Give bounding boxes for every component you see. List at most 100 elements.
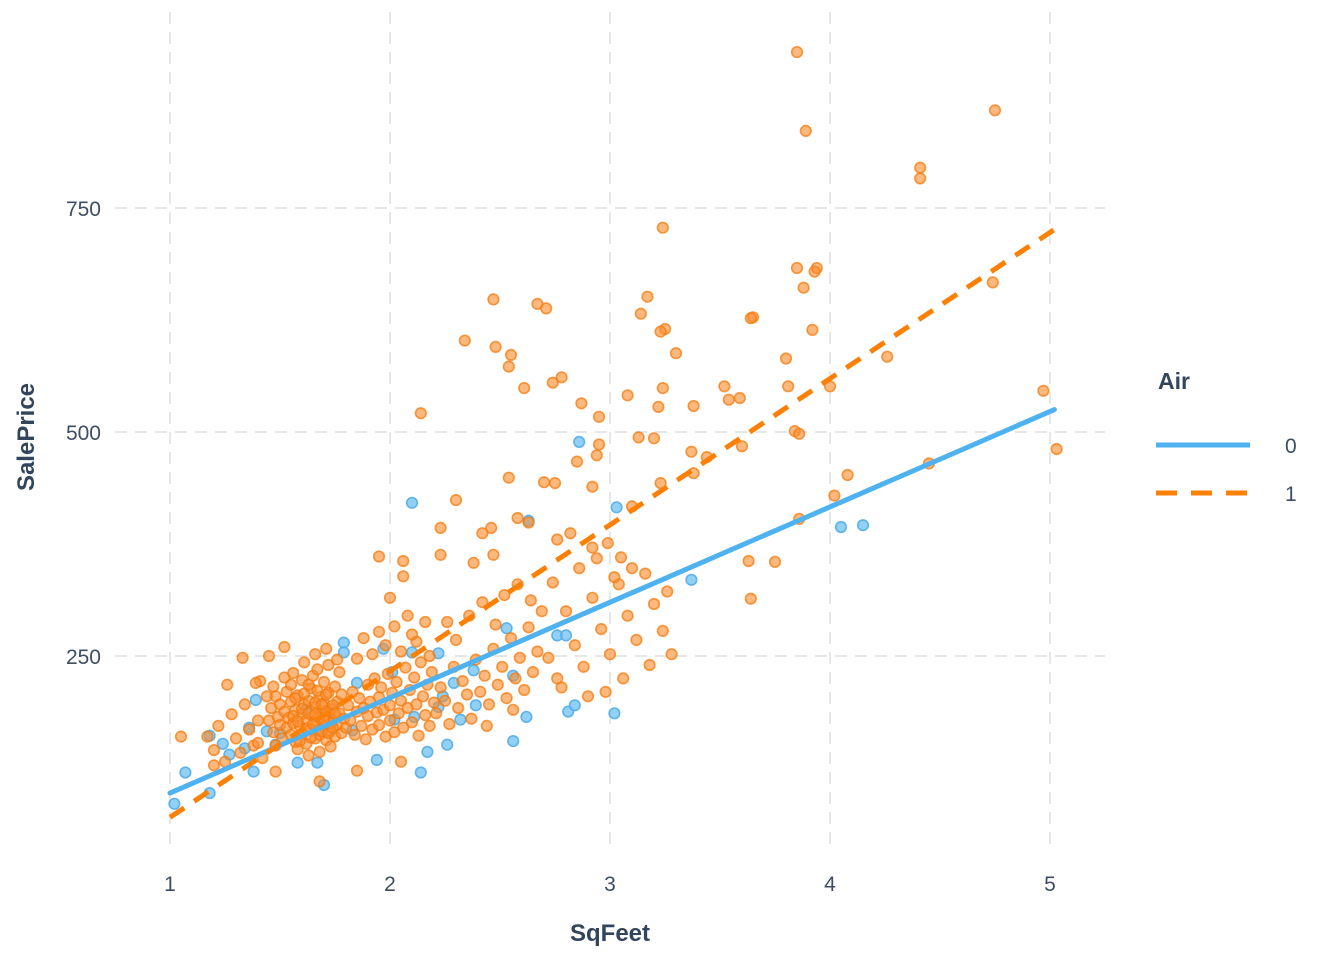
data-point-air-1	[744, 592, 757, 605]
data-point-air-1	[590, 552, 603, 565]
data-point-air-1	[449, 633, 463, 647]
y-tick-label: 500	[66, 422, 101, 445]
data-point-air-1	[379, 639, 392, 652]
legend: Air 0 1	[1156, 368, 1297, 506]
data-point-air-1	[768, 555, 782, 569]
data-point-air-1	[621, 389, 634, 402]
data-point-air-1	[317, 675, 331, 689]
data-point-air-1	[531, 645, 544, 658]
data-point-air-1	[652, 400, 665, 414]
data-point-air-1	[489, 618, 502, 631]
data-point-air-1	[601, 536, 614, 550]
y-axis-title: SalePrice	[13, 383, 40, 491]
data-point-air-1	[630, 633, 643, 647]
data-point-air-1	[500, 691, 513, 705]
data-point-air-1	[350, 764, 364, 777]
data-point-air-1	[551, 533, 564, 546]
data-point-air-1	[485, 521, 498, 535]
data-point-air-1	[513, 651, 526, 664]
data-point-air-1	[443, 717, 456, 731]
data-point-air-1	[423, 649, 436, 663]
data-point-air-1	[302, 678, 315, 691]
data-point-air-1	[251, 736, 265, 750]
data-point-air-1	[260, 690, 273, 703]
data-point-air-1	[487, 293, 500, 306]
data-point-air-1	[366, 648, 379, 661]
data-point-air-1	[808, 265, 821, 278]
data-point-air-1	[394, 755, 408, 768]
data-point-air-0	[216, 737, 229, 750]
data-point-air-1	[460, 688, 474, 701]
data-point-air-1	[548, 477, 562, 490]
data-point-air-1	[313, 745, 326, 759]
data-point-air-1	[625, 562, 639, 575]
data-point-air-1	[419, 615, 432, 629]
data-point-air-1	[236, 651, 249, 664]
data-point-air-1	[359, 733, 372, 746]
data-point-air-1	[302, 749, 315, 762]
x-tick-label: 2	[384, 873, 396, 896]
data-point-air-1	[744, 312, 757, 325]
data-point-air-1	[570, 455, 584, 468]
data-point-air-1	[656, 221, 669, 234]
data-point-air-0	[370, 753, 383, 767]
data-point-air-1	[291, 715, 304, 728]
grid-layer	[115, 12, 1105, 851]
data-point-air-1	[372, 718, 386, 732]
trend-layer	[167, 227, 1057, 820]
data-point-air-1	[986, 276, 999, 289]
data-point-air-1	[441, 615, 454, 629]
data-point-air-1	[394, 645, 408, 658]
data-point-air-1	[489, 340, 502, 354]
data-point-air-1	[555, 371, 568, 384]
data-point-air-1	[555, 681, 568, 694]
data-point-air-1	[634, 307, 647, 320]
data-point-air-1	[540, 302, 553, 315]
data-point-air-1	[559, 605, 573, 618]
data-point-air-0	[610, 501, 623, 514]
data-point-air-1	[1050, 442, 1063, 456]
data-point-air-1	[828, 489, 841, 502]
data-point-air-1	[546, 376, 559, 389]
data-point-air-0	[168, 797, 181, 810]
data-point-air-1	[333, 665, 346, 679]
data-point-air-1	[392, 707, 405, 720]
data-point-air-1	[225, 708, 238, 721]
y-tick-label: 250	[66, 646, 101, 669]
data-point-air-1	[311, 663, 324, 676]
data-point-air-1	[465, 712, 478, 725]
data-point-air-0	[249, 693, 262, 707]
data-point-air-1	[669, 347, 683, 360]
data-point-air-1	[639, 567, 652, 580]
data-point-air-1	[287, 666, 300, 680]
data-point-air-1	[599, 685, 612, 698]
data-point-air-1	[207, 759, 221, 772]
data-point-air-1	[498, 588, 511, 602]
data-point-air-1	[324, 740, 337, 753]
x-axis-tick-labels: 1 2 3 4 5	[164, 873, 1056, 896]
data-point-air-1	[656, 624, 669, 638]
data-point-air-1	[335, 688, 348, 701]
data-point-air-1	[564, 527, 577, 540]
data-point-air-1	[427, 696, 441, 709]
data-point-air-1	[502, 360, 515, 373]
data-point-air-1	[267, 680, 280, 693]
data-point-air-1	[269, 765, 282, 778]
data-point-air-1	[430, 707, 443, 720]
data-point-air-1	[397, 554, 410, 568]
data-point-air-0	[454, 713, 467, 726]
data-point-air-1	[656, 382, 669, 395]
data-point-air-0	[469, 699, 482, 712]
data-point-air-1	[575, 397, 588, 410]
data-point-air-1	[412, 729, 425, 742]
data-point-air-1	[735, 440, 749, 453]
data-point-air-1	[782, 380, 795, 393]
data-point-air-1	[647, 432, 661, 445]
data-point-air-1	[315, 698, 328, 711]
data-point-air-1	[456, 674, 469, 688]
data-point-air-1	[586, 591, 599, 604]
data-point-air-1	[298, 656, 311, 669]
data-point-air-1	[278, 640, 291, 654]
data-point-air-1	[988, 104, 1002, 117]
